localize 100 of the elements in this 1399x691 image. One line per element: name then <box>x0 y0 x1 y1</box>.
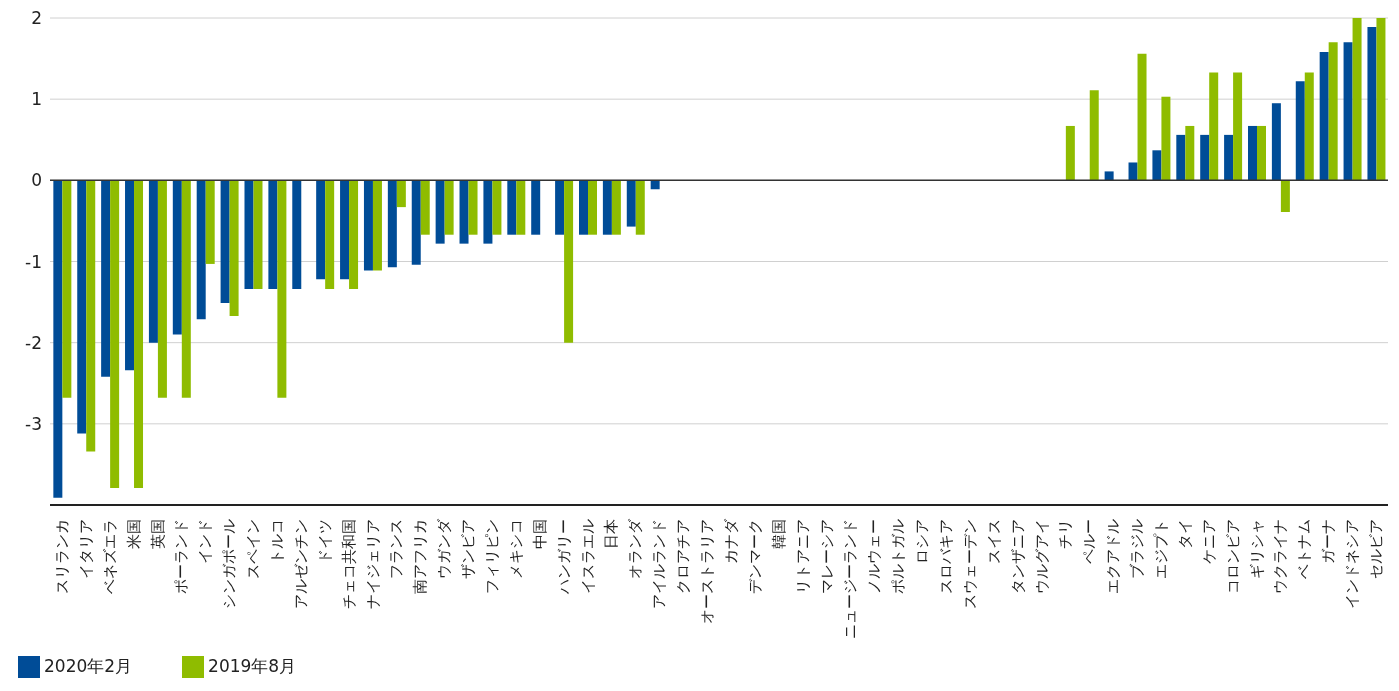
x-tick-label: スロバキア <box>936 519 955 594</box>
bar <box>1256 125 1266 181</box>
bar <box>396 180 406 208</box>
y-tick-label: -2 <box>25 332 42 353</box>
bar <box>268 180 278 290</box>
bar <box>134 180 144 488</box>
bar <box>516 180 526 235</box>
bar <box>1352 18 1362 181</box>
x-tick-label: ニュージーランド <box>841 519 860 639</box>
bar <box>316 180 326 280</box>
x-tick-label: デンマーク <box>745 519 764 594</box>
bar <box>1328 42 1338 181</box>
bar <box>468 180 478 235</box>
x-tick-label: イスラエル <box>578 519 597 594</box>
x-tick-label: エクアドル <box>1104 519 1123 594</box>
bar <box>1367 26 1377 181</box>
y-tick-label: 1 <box>31 89 42 110</box>
bar <box>1065 125 1075 181</box>
x-tick-label: 米国 <box>124 519 143 549</box>
bar <box>1209 72 1219 181</box>
bar <box>435 180 445 244</box>
bar <box>172 180 182 335</box>
bar <box>507 180 517 235</box>
bar <box>411 180 421 265</box>
x-tick-label: スリランカ <box>52 519 71 594</box>
bar <box>292 180 302 290</box>
x-tick-label: ウクライナ <box>1271 519 1290 594</box>
x-tick-label: セルビア <box>1367 519 1386 579</box>
x-tick-label: マレーシア <box>817 519 836 594</box>
bar <box>420 180 430 235</box>
bar <box>1137 53 1147 181</box>
x-tick-label: 中国 <box>530 519 549 549</box>
bar <box>157 180 167 398</box>
y-tick-label: 0 <box>31 170 42 191</box>
bar <box>1280 180 1290 212</box>
bar <box>1128 162 1138 181</box>
bar <box>1233 72 1243 181</box>
bar <box>1343 42 1353 181</box>
x-tick-label: カナダ <box>721 518 740 564</box>
x-tick-label: 韓国 <box>769 519 788 549</box>
bar <box>531 180 541 235</box>
x-tick-label: アイルランド <box>650 519 669 609</box>
y-tick-label: -1 <box>25 251 42 272</box>
x-tick-label: イタリア <box>76 519 95 579</box>
x-tick-label: メキシコ <box>506 519 525 579</box>
y-tick-label: 2 <box>31 8 42 29</box>
bar <box>181 180 191 398</box>
bar <box>148 180 158 343</box>
x-tick-label: コロンビア <box>1223 519 1242 594</box>
x-tick-label: ウルグアイ <box>1032 519 1051 594</box>
x-tick-label: ベトナム <box>1295 519 1314 579</box>
x-tick-label: フィリピン <box>483 519 502 594</box>
x-tick-label: トルコ <box>267 519 286 564</box>
x-tick-label: オランダ <box>626 518 645 579</box>
bar <box>1224 134 1234 181</box>
bar <box>110 180 120 488</box>
bar <box>53 180 63 498</box>
bar <box>340 180 350 280</box>
x-tick-label: ベネズエラ <box>100 519 119 594</box>
bar <box>86 180 96 452</box>
bar <box>1247 125 1257 181</box>
bar <box>459 180 469 244</box>
x-tick-label: インドネシア <box>1343 519 1362 609</box>
x-tick-label: スウェーデン <box>960 519 979 609</box>
bar <box>635 180 645 235</box>
x-tick-label: タイ <box>1175 519 1194 549</box>
x-tick-label: タンザニア <box>1008 519 1027 594</box>
bar <box>277 180 287 398</box>
bar <box>483 180 493 244</box>
bar <box>1185 125 1195 181</box>
bar <box>205 180 215 264</box>
bar <box>101 180 111 377</box>
legend-label: 2019年8月 <box>208 656 297 676</box>
bar <box>1200 134 1210 181</box>
x-tick-label: 日本 <box>602 519 621 549</box>
bar <box>1089 90 1099 181</box>
x-tick-label: アルゼンチン <box>291 519 310 609</box>
x-tick-label: スペイン <box>244 519 263 579</box>
bar <box>1304 72 1314 181</box>
x-tick-label: ノルウェー <box>865 519 884 594</box>
bar <box>587 180 597 235</box>
x-tick-label: ポルトガル <box>889 519 908 594</box>
bar <box>372 180 382 271</box>
x-tick-label: シンガポール <box>220 519 239 609</box>
x-tick-label: 南アフリカ <box>411 519 430 594</box>
bar <box>196 180 206 320</box>
x-tick-label: オーストラリア <box>698 519 717 624</box>
bar <box>1319 52 1329 181</box>
y-tick-label: -3 <box>25 413 42 434</box>
legend-label: 2020年2月 <box>44 656 133 676</box>
bar <box>125 180 135 371</box>
bar <box>253 180 263 290</box>
x-tick-label: ロシア <box>913 519 932 564</box>
bar <box>578 180 588 235</box>
x-tick-label: フランス <box>387 519 406 579</box>
x-tick-label: ドイツ <box>315 519 334 564</box>
bar <box>387 180 397 268</box>
bar <box>492 180 502 235</box>
bar <box>363 180 373 271</box>
bar <box>444 180 454 235</box>
